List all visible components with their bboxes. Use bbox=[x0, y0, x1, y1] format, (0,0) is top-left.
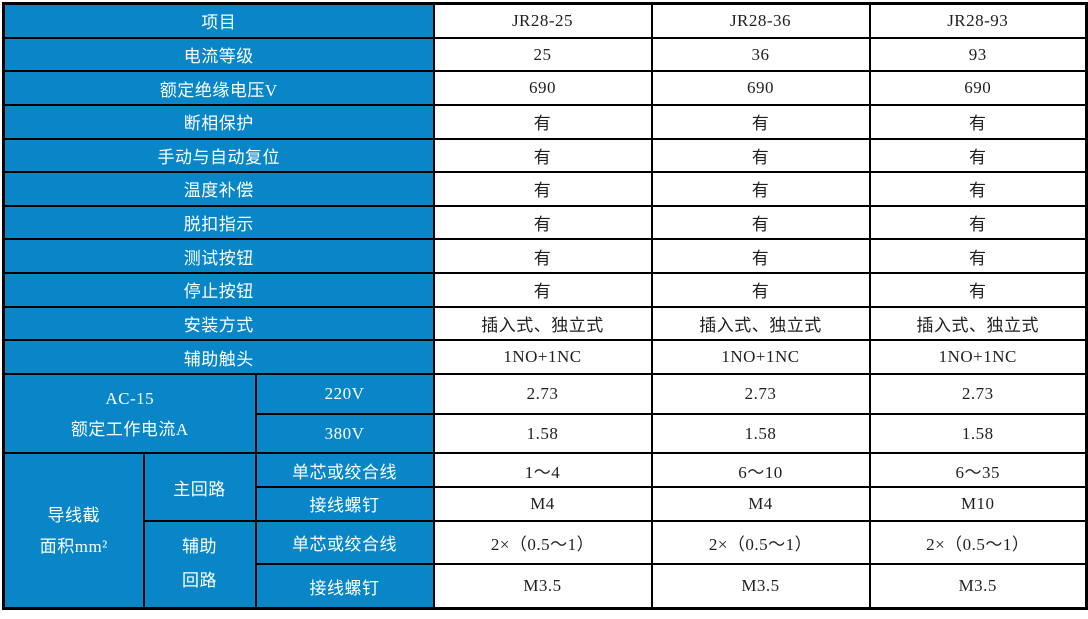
table-row-ac15-380v: 380V 1.58 1.58 1.58 bbox=[4, 412, 1088, 455]
value-cell: 1NO+1NC bbox=[432, 339, 653, 375]
row-label: 手动与自动复位 bbox=[2, 137, 435, 174]
aux-label-line1: 辅助 bbox=[182, 537, 217, 557]
value-cell: 1.58 bbox=[868, 412, 1088, 455]
wire-label-line2: 面积mm² bbox=[39, 536, 108, 556]
column-header-model-1: JR28-25 bbox=[432, 2, 653, 39]
row-label: 停止按钮 bbox=[2, 271, 435, 308]
sub-label-220v: 220V bbox=[254, 372, 435, 415]
value-cell: M3.5 bbox=[650, 563, 871, 610]
value-cell: 有 bbox=[432, 271, 653, 308]
value-cell: 6～35 bbox=[868, 452, 1088, 489]
value-cell: 1.58 bbox=[650, 412, 871, 455]
value-cell: 插入式、独立式 bbox=[650, 305, 871, 342]
row-label: 额定绝缘电压V bbox=[2, 70, 435, 106]
table-row-phase-failure-protection: 断相保护 有 有 有 bbox=[2, 103, 1088, 140]
auxiliary-circuit-label: 辅助 回路 bbox=[142, 519, 257, 610]
table-row-manual-auto-reset: 手动与自动复位 有 有 有 bbox=[2, 137, 1088, 174]
value-cell: 2.73 bbox=[432, 372, 653, 415]
aux-label-line2: 回路 bbox=[182, 571, 217, 591]
value-cell: 有 bbox=[432, 171, 653, 207]
value-cell: 有 bbox=[650, 137, 871, 174]
value-cell: 1.58 bbox=[432, 412, 653, 455]
table-row-current-rating: 电流等级 25 36 93 bbox=[2, 36, 1088, 73]
table-row-main-circuit-wire: 导线截 面积mm² 主回路 单芯或绞合线 1～4 6～10 6～35 bbox=[2, 452, 1088, 610]
table-row-aux-circuit-wire: 辅助 回路 单芯或绞合线 2×（0.5～1） 2×（0.5～1） 2×（0.5～… bbox=[4, 519, 1088, 610]
value-cell: 2×（0.5～1） bbox=[432, 519, 653, 566]
value-cell: 有 bbox=[432, 204, 653, 241]
value-cell: 1NO+1NC bbox=[650, 339, 871, 375]
value-cell: 有 bbox=[650, 103, 871, 140]
value-cell: 有 bbox=[650, 171, 871, 207]
value-cell: 690 bbox=[650, 70, 871, 106]
value-cell: 有 bbox=[868, 103, 1088, 140]
value-cell: 25 bbox=[432, 36, 653, 73]
value-cell: 1NO+1NC bbox=[868, 339, 1088, 375]
table-row-stop-button: 停止按钮 有 有 有 bbox=[2, 271, 1088, 308]
value-cell: M3.5 bbox=[868, 563, 1088, 610]
row-label: 脱扣指示 bbox=[2, 204, 435, 241]
value-cell: 插入式、独立式 bbox=[868, 305, 1088, 342]
value-cell: 36 bbox=[650, 36, 871, 73]
wire-label-line1: 导线截 bbox=[47, 505, 100, 525]
sub-label-terminal-screw: 接线螺钉 bbox=[254, 563, 435, 610]
value-cell: 2×（0.5～1） bbox=[868, 519, 1088, 566]
table-row-ac15-220v: AC-15 额定工作电流A 220V 2.73 2.73 2.73 bbox=[2, 372, 1088, 455]
value-cell: 有 bbox=[432, 238, 653, 274]
row-label: 安装方式 bbox=[2, 305, 435, 342]
value-cell: 2.73 bbox=[868, 372, 1088, 415]
ac15-rated-current-label: AC-15 额定工作电流A bbox=[2, 372, 257, 455]
table-row-auxiliary-contacts: 辅助触头 1NO+1NC 1NO+1NC 1NO+1NC bbox=[2, 339, 1088, 375]
value-cell: 插入式、独立式 bbox=[432, 305, 653, 342]
header-item-cell: 项目 bbox=[2, 2, 435, 39]
row-label: 电流等级 bbox=[2, 36, 435, 73]
sub-label-solid-stranded-wire: 单芯或绞合线 bbox=[254, 452, 435, 489]
row-label: 温度补偿 bbox=[2, 171, 435, 207]
table-row-trip-indicator: 脱扣指示 有 有 有 bbox=[2, 204, 1088, 241]
table-row-main-circuit-screw: 接线螺钉 M4 M4 M10 bbox=[4, 486, 1088, 522]
value-cell: 有 bbox=[868, 204, 1088, 241]
value-cell: 有 bbox=[868, 238, 1088, 274]
value-cell: 93 bbox=[868, 36, 1088, 73]
table-row-temperature-compensation: 温度补偿 有 有 有 bbox=[2, 171, 1088, 207]
value-cell: 有 bbox=[650, 271, 871, 308]
value-cell: 有 bbox=[868, 137, 1088, 174]
ac15-label-line2: 额定工作电流A bbox=[70, 419, 189, 439]
value-cell: 有 bbox=[868, 271, 1088, 308]
column-header-model-3: JR28-93 bbox=[868, 2, 1088, 39]
column-header-model-2: JR28-36 bbox=[650, 2, 871, 39]
sub-label-terminal-screw: 接线螺钉 bbox=[254, 486, 435, 522]
ac15-label-line1: AC-15 bbox=[105, 388, 155, 408]
table-header-row: 项目 JR28-25 JR28-36 JR28-93 bbox=[2, 2, 1088, 39]
value-cell: 有 bbox=[650, 238, 871, 274]
value-cell: M4 bbox=[432, 486, 653, 522]
table-row-test-button: 测试按钮 有 有 有 bbox=[2, 238, 1088, 274]
value-cell: 6～10 bbox=[650, 452, 871, 489]
value-cell: 有 bbox=[432, 137, 653, 174]
value-cell: 有 bbox=[432, 103, 653, 140]
table-row-aux-circuit-screw: 接线螺钉 M3.5 M3.5 M3.5 bbox=[4, 563, 1088, 610]
value-cell: 有 bbox=[868, 171, 1088, 207]
value-cell: M3.5 bbox=[432, 563, 653, 610]
table-row-insulation-voltage: 额定绝缘电压V 690 690 690 bbox=[2, 70, 1088, 106]
value-cell: 2.73 bbox=[650, 372, 871, 415]
value-cell: M10 bbox=[868, 486, 1088, 522]
row-label: 测试按钮 bbox=[2, 238, 435, 274]
row-label: 辅助触头 bbox=[2, 339, 435, 375]
sub-label-solid-stranded-wire: 单芯或绞合线 bbox=[254, 519, 435, 566]
sub-label-380v: 380V bbox=[254, 412, 435, 455]
value-cell: 690 bbox=[868, 70, 1088, 106]
value-cell: 有 bbox=[650, 204, 871, 241]
value-cell: 1～4 bbox=[432, 452, 653, 489]
main-circuit-label: 主回路 bbox=[142, 452, 257, 522]
wire-cross-section-label: 导线截 面积mm² bbox=[2, 452, 145, 610]
value-cell: 2×（0.5～1） bbox=[650, 519, 871, 566]
value-cell: 690 bbox=[432, 70, 653, 106]
value-cell: M4 bbox=[650, 486, 871, 522]
table-row-mounting-type: 安装方式 插入式、独立式 插入式、独立式 插入式、独立式 bbox=[2, 305, 1088, 342]
row-label: 断相保护 bbox=[2, 103, 435, 140]
